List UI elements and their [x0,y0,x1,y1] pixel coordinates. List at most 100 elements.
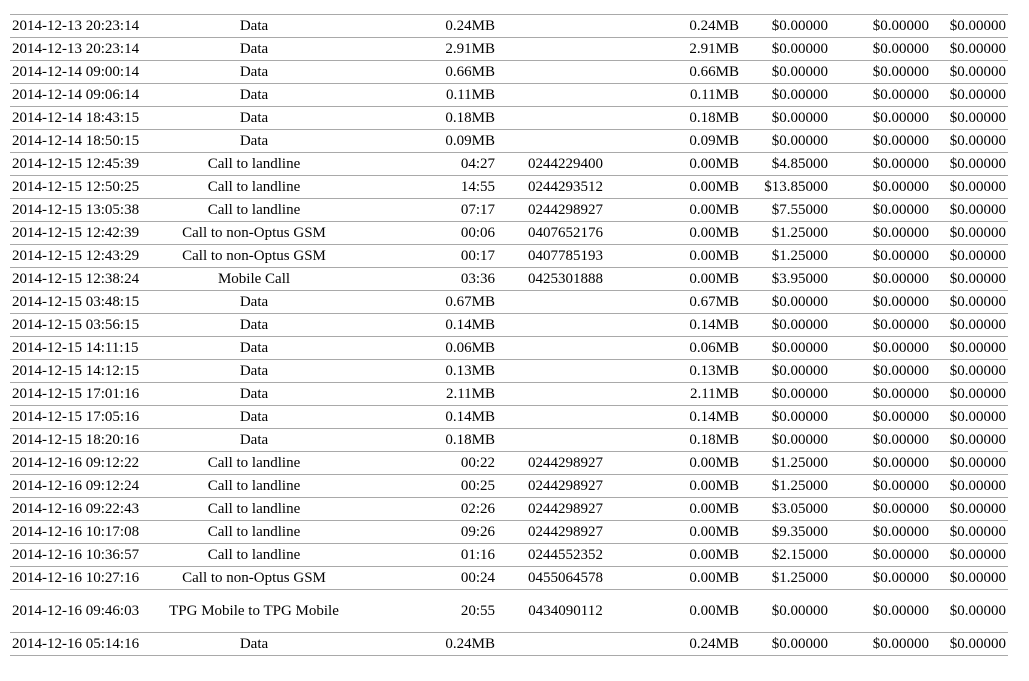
included-cell: $0.00000 [833,543,933,567]
data-usage-cell: 0.00MB [633,474,743,498]
call-type-cell: Call to landline [160,198,348,222]
included-cell: $0.00000 [833,152,933,176]
data-usage-cell: 2.11MB [633,382,743,406]
phone-number-cell: 0244229400 [498,152,633,176]
extra-cell: $0.00000 [933,221,1008,245]
extra-cell: $0.00000 [933,267,1008,291]
call-type-cell: Call to landline [160,543,348,567]
datetime-cell: 2014-12-16 09:22:43 [10,497,160,521]
call-type-cell: Call to landline [160,451,348,475]
data-usage-cell: 0.06MB [633,336,743,360]
included-cell: $0.00000 [833,428,933,452]
table-row: 2014-12-16 09:22:43 Call to landline 02:… [10,497,1008,521]
data-usage-cell: 0.00MB [633,244,743,268]
table-row: 2014-12-14 18:50:15 Data 0.09MB 0.09MB $… [10,129,1008,153]
datetime-cell: 2014-12-15 12:50:25 [10,175,160,199]
table-row: 2014-12-14 09:00:14 Data 0.66MB 0.66MB $… [10,60,1008,84]
table-row: 2014-12-15 18:20:16 Data 0.18MB 0.18MB $… [10,428,1008,452]
data-usage-cell: 0.09MB [633,129,743,153]
extra-cell: $0.00000 [933,589,1008,633]
extra-cell: $0.00000 [933,244,1008,268]
datetime-cell: 2014-12-16 09:46:03 [10,589,160,633]
phone-number-cell: 0407652176 [498,221,633,245]
extra-cell: $0.00000 [933,520,1008,544]
cost-cell: $0.00000 [743,336,833,360]
cost-cell: $0.00000 [743,382,833,406]
duration-cell: 0.24MB [348,14,498,38]
call-type-cell: Call to landline [160,520,348,544]
data-usage-cell: 2.91MB [633,37,743,61]
phone-number-cell: 0407785193 [498,244,633,268]
phone-number-cell [498,405,633,429]
data-usage-cell: 0.18MB [633,106,743,130]
table-row: 2014-12-16 09:12:22 Call to landline 00:… [10,451,1008,475]
cost-cell: $9.35000 [743,520,833,544]
table-row: 2014-12-15 17:05:16 Data 0.14MB 0.14MB $… [10,405,1008,429]
extra-cell: $0.00000 [933,290,1008,314]
data-usage-cell: 0.00MB [633,152,743,176]
extra-cell: $0.00000 [933,14,1008,38]
included-cell: $0.00000 [833,106,933,130]
data-usage-cell: 0.00MB [633,520,743,544]
extra-cell: $0.00000 [933,198,1008,222]
table-row: 2014-12-13 20:23:14 Data 0.24MB 0.24MB $… [10,14,1008,38]
datetime-cell: 2014-12-16 10:36:57 [10,543,160,567]
table-row: 2014-12-15 14:12:15 Data 0.13MB 0.13MB $… [10,359,1008,383]
call-type-cell: Call to non-Optus GSM [160,244,348,268]
duration-cell: 0.14MB [348,313,498,337]
datetime-cell: 2014-12-14 18:50:15 [10,129,160,153]
datetime-cell: 2014-12-14 09:00:14 [10,60,160,84]
included-cell: $0.00000 [833,290,933,314]
data-usage-cell: 0.00MB [633,175,743,199]
duration-cell: 2.11MB [348,382,498,406]
table-row: 2014-12-15 13:05:38 Call to landline 07:… [10,198,1008,222]
call-type-cell: Data [160,359,348,383]
phone-number-cell [498,83,633,107]
included-cell: $0.00000 [833,313,933,337]
duration-cell: 01:16 [348,543,498,567]
call-type-cell: Call to landline [160,474,348,498]
extra-cell: $0.00000 [933,359,1008,383]
cost-cell: $0.00000 [743,405,833,429]
phone-number-cell: 0244293512 [498,175,633,199]
data-usage-cell: 0.00MB [633,198,743,222]
phone-number-cell [498,14,633,38]
table-row: 2014-12-14 09:06:14 Data 0.11MB 0.11MB $… [10,83,1008,107]
included-cell: $0.00000 [833,175,933,199]
duration-cell: 0.24MB [348,632,498,656]
call-type-cell: Mobile Call [160,267,348,291]
table-row: 2014-12-15 03:56:15 Data 0.14MB 0.14MB $… [10,313,1008,337]
datetime-cell: 2014-12-16 10:27:16 [10,566,160,590]
data-usage-cell: 0.00MB [633,497,743,521]
phone-number-cell [498,428,633,452]
included-cell: $0.00000 [833,60,933,84]
extra-cell: $0.00000 [933,451,1008,475]
table-row: 2014-12-16 10:27:16 Call to non-Optus GS… [10,566,1008,590]
cost-cell: $0.00000 [743,106,833,130]
call-type-cell: Data [160,83,348,107]
call-type-cell: Call to landline [160,175,348,199]
data-usage-cell: 0.00MB [633,566,743,590]
included-cell: $0.00000 [833,520,933,544]
cost-cell: $0.00000 [743,83,833,107]
duration-cell: 00:06 [348,221,498,245]
included-cell: $0.00000 [833,83,933,107]
duration-cell: 00:22 [348,451,498,475]
duration-cell: 0.14MB [348,405,498,429]
included-cell: $0.00000 [833,244,933,268]
call-type-cell: Data [160,14,348,38]
data-usage-cell: 0.00MB [633,451,743,475]
included-cell: $0.00000 [833,632,933,656]
included-cell: $0.00000 [833,497,933,521]
data-usage-cell: 0.24MB [633,14,743,38]
extra-cell: $0.00000 [933,37,1008,61]
duration-cell: 20:55 [348,589,498,633]
phone-number-cell [498,106,633,130]
data-usage-cell: 0.13MB [633,359,743,383]
duration-cell: 02:26 [348,497,498,521]
duration-cell: 2.91MB [348,37,498,61]
included-cell: $0.00000 [833,267,933,291]
datetime-cell: 2014-12-16 09:12:24 [10,474,160,498]
data-usage-cell: 0.24MB [633,632,743,656]
included-cell: $0.00000 [833,474,933,498]
